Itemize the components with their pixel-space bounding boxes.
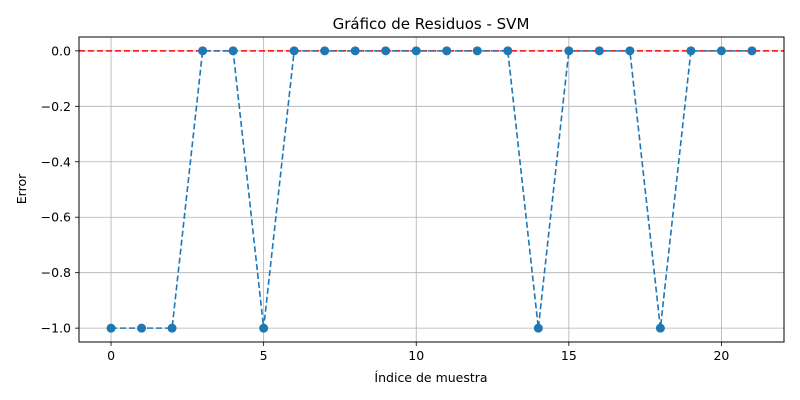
plot-frame	[78, 36, 785, 343]
ticks: 0 5 10 15 20 0.0 −0.2 −0.4 −0.6 −0.8 −1.0	[41, 43, 730, 363]
residual-point	[289, 46, 299, 56]
y-tick-label: −0.8	[41, 265, 71, 280]
x-tick-label: 20	[713, 348, 729, 363]
y-tick-label: 0.0	[51, 43, 71, 58]
residual-point	[472, 46, 482, 56]
residual-point	[686, 46, 696, 56]
y-tick-label: −1.0	[41, 321, 71, 336]
residual-point	[594, 46, 604, 56]
residual-point	[564, 46, 574, 56]
residual-point	[381, 46, 391, 56]
residual-point	[655, 323, 665, 333]
series-layer	[106, 46, 757, 333]
y-tick-label: −0.6	[41, 210, 71, 225]
residual-point	[411, 46, 421, 56]
residual-point	[533, 323, 543, 333]
residual-point	[137, 323, 147, 333]
y-tick-label: −0.4	[41, 154, 71, 169]
residual-point	[716, 46, 726, 56]
residual-series-line	[111, 50, 752, 329]
x-tick-label: 15	[561, 348, 577, 363]
y-axis-label: Error	[14, 173, 29, 204]
residual-point	[625, 46, 635, 56]
residual-point	[442, 46, 452, 56]
residual-point	[747, 46, 757, 56]
residual-point	[259, 323, 269, 333]
residual-point	[503, 46, 513, 56]
residual-point	[350, 46, 360, 56]
x-tick-label: 10	[408, 348, 424, 363]
x-tick-label: 0	[107, 348, 115, 363]
residual-point	[228, 46, 238, 56]
residual-point	[320, 46, 330, 56]
chart-title: Gráfico de Residuos - SVM	[333, 15, 530, 33]
residual-point	[167, 323, 177, 333]
y-tick-label: −0.2	[41, 99, 71, 114]
x-tick-label: 5	[260, 348, 268, 363]
residual-point	[198, 46, 208, 56]
residual-point	[106, 323, 116, 333]
x-axis-label: Índice de muestra	[374, 370, 487, 385]
